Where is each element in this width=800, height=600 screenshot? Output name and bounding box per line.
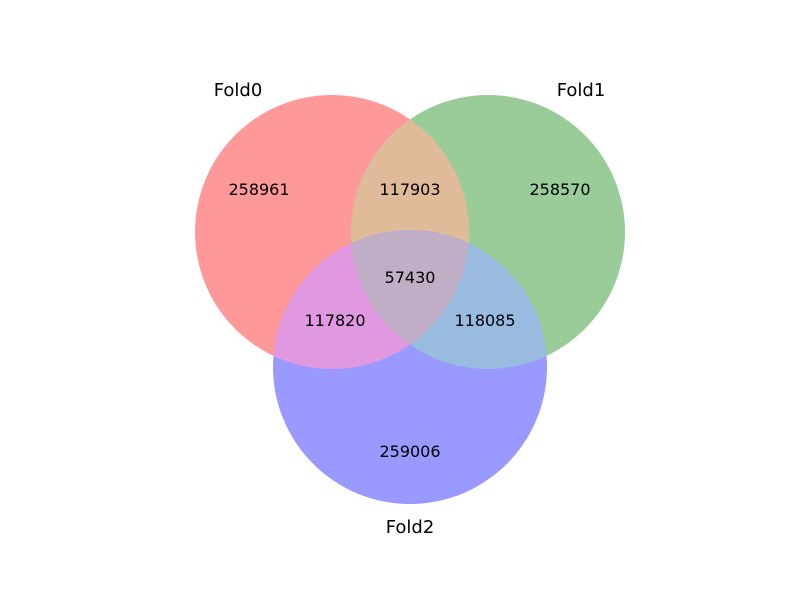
fold0-fold2-count: 117820: [304, 311, 365, 330]
fold2-only-count: 259006: [379, 442, 440, 461]
fold0-only-count: 258961: [228, 180, 289, 199]
fold0-fold1-count: 117903: [379, 180, 440, 199]
all-folds-count: 57430: [385, 268, 436, 287]
fold1-fold2-count: 118085: [454, 311, 515, 330]
fold2-label: Fold2: [386, 517, 435, 538]
fold0-label: Fold0: [214, 80, 263, 101]
fold1-label: Fold1: [557, 80, 606, 101]
fold1-only-count: 258570: [529, 180, 590, 199]
